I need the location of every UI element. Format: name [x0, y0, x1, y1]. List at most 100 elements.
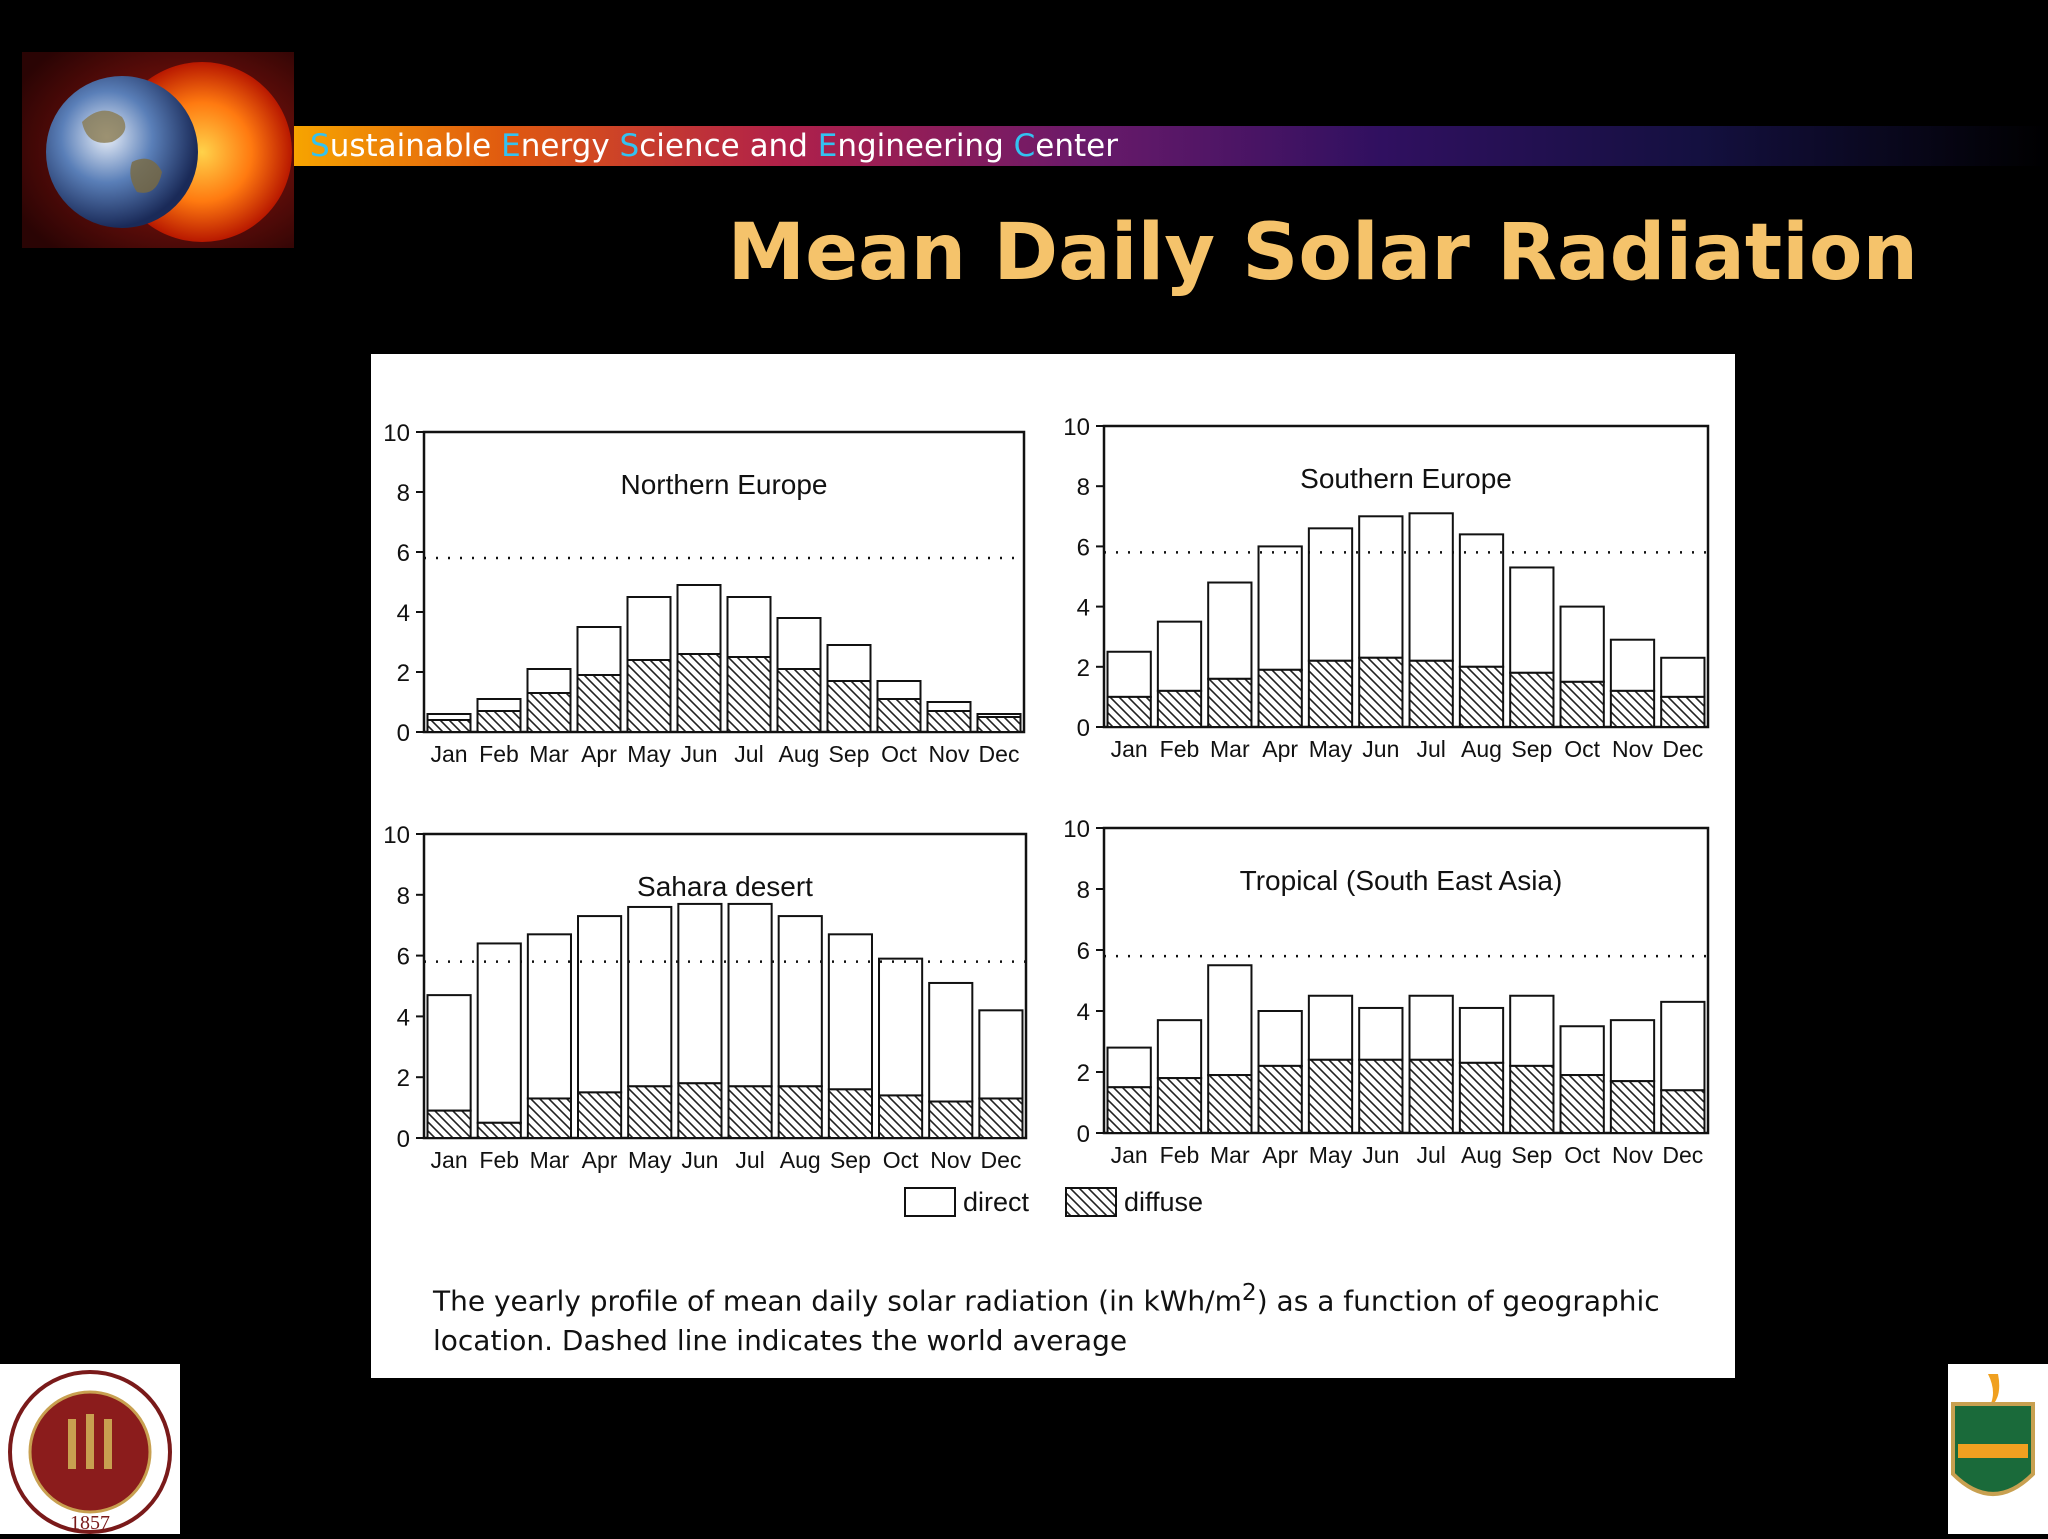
word-energy: nergy: [520, 128, 620, 164]
y-tick-label: 8: [1077, 877, 1090, 904]
legend-direct-swatch: [904, 1187, 956, 1217]
y-tick-label: 0: [1077, 1121, 1090, 1148]
chart-frame: [1102, 424, 1710, 729]
x-tick-label: Aug: [780, 1147, 821, 1173]
bar-diffuse: [1257, 1064, 1303, 1135]
bar-diffuse: [827, 1088, 873, 1139]
bar-diffuse: [777, 1085, 823, 1140]
bar-direct: [1207, 581, 1253, 680]
legend-diffuse-swatch: [1065, 1187, 1117, 1217]
caption-text-after: ) as a function of geographic location. …: [433, 1284, 1660, 1358]
bar-diffuse: [1458, 1061, 1505, 1134]
y-tick-label: 2: [397, 1065, 410, 1092]
x-tick-label: Jan: [1111, 736, 1148, 762]
bar-diffuse: [1660, 695, 1706, 728]
y-tick-label: 6: [1077, 938, 1090, 965]
x-tick-label: Sep: [1511, 736, 1552, 762]
x-tick-label: Sep: [830, 1147, 871, 1173]
chart-figure: 0 2 4 6 8 10 Jan Feb Mar Apr May Jun Jul Aug Sep Oct Nov…: [383, 414, 1710, 1217]
initial-e1: E: [501, 128, 521, 164]
bar-direct: [677, 902, 723, 1085]
bar-direct: [776, 617, 822, 670]
bar-diffuse: [1509, 1064, 1555, 1135]
y-tick-label: 8: [1077, 474, 1090, 501]
bar-diffuse: [876, 698, 922, 733]
x-tick-label: Jul: [735, 1147, 764, 1173]
bar-direct: [777, 915, 823, 1088]
y-tick-label: 4: [1077, 999, 1090, 1026]
y-tick-label: 10: [383, 822, 410, 849]
x-tick-label: Jun: [1362, 1142, 1399, 1168]
initial-s1: S: [310, 128, 330, 164]
x-tick-label: Dec: [980, 1147, 1021, 1173]
bar-direct: [727, 902, 773, 1088]
x-tick-label: Dec: [1662, 1142, 1703, 1168]
bar-direct: [576, 626, 622, 676]
x-tick-label: Feb: [479, 1147, 519, 1173]
word-engineering: ngineering: [837, 128, 1014, 164]
bar-direct: [1660, 1000, 1706, 1092]
chart-title: Southern Europe: [1300, 463, 1512, 494]
bar-direct: [826, 644, 872, 682]
bar-diffuse: [526, 1097, 572, 1139]
bar-direct: [526, 668, 572, 694]
initial-c: C: [1013, 128, 1036, 164]
x-tick-label: Dec: [979, 741, 1020, 767]
chart-frame: [422, 430, 1026, 734]
bar-diffuse: [626, 659, 672, 733]
x-tick-label: Jun: [681, 1147, 718, 1173]
bar-diffuse: [1559, 1074, 1605, 1134]
x-tick-label: Apr: [582, 1147, 618, 1173]
x-tick-label: Apr: [1262, 736, 1298, 762]
x-tick-label: Mar: [530, 1147, 570, 1173]
header-banner: [294, 126, 2048, 166]
bar-direct: [1156, 620, 1203, 692]
bar-direct: [1559, 605, 1605, 683]
x-tick-label: Oct: [881, 741, 917, 767]
y-tick-label: 8: [397, 480, 410, 507]
bar-direct: [1106, 1046, 1152, 1089]
bar-diffuse: [926, 710, 972, 733]
y-tick-label: 10: [383, 420, 410, 447]
y-tick-label: 10: [1063, 414, 1090, 441]
bar-diffuse: [726, 656, 772, 733]
fsu-seal: 1857: [0, 1364, 180, 1534]
bar-direct: [978, 1009, 1024, 1100]
x-tick-label: May: [1309, 736, 1353, 762]
bar-direct: [476, 942, 522, 1124]
bar-direct: [1408, 512, 1454, 662]
bar-direct: [1458, 533, 1505, 668]
bar-direct: [1660, 656, 1706, 698]
x-tick-label: Oct: [883, 1147, 919, 1173]
chart-title: Tropical (South East Asia): [1240, 865, 1563, 896]
y-tick-label: 10: [1063, 816, 1090, 843]
y-tick-label: 4: [397, 600, 410, 627]
bar-diffuse: [776, 668, 822, 733]
famu-logo: [1948, 1364, 2048, 1534]
x-tick-label: May: [627, 741, 671, 767]
x-tick-label: Aug: [1461, 1142, 1502, 1168]
bar-direct: [1458, 1006, 1505, 1064]
y-tick-label: 4: [397, 1004, 410, 1031]
bar-direct: [876, 680, 922, 700]
bar-diffuse: [1156, 1077, 1203, 1134]
bar-diffuse: [476, 1121, 522, 1139]
bar-diffuse: [1156, 689, 1203, 729]
bar-direct: [1106, 650, 1152, 698]
famu-logo-graphic: [1951, 1374, 2035, 1496]
x-tick-label: Nov: [929, 741, 970, 767]
initial-s2: S: [619, 128, 640, 164]
bar-diffuse: [1106, 1086, 1152, 1134]
x-tick-label: Jun: [680, 741, 717, 767]
bar-diffuse: [878, 1094, 924, 1140]
figure-caption: The yearly profile of mean daily solar r…: [433, 1272, 1673, 1361]
bar-diffuse: [826, 680, 872, 733]
y-tick-label: 6: [1077, 534, 1090, 561]
chart-title: Northern Europe: [620, 469, 827, 500]
bar-direct: [726, 596, 772, 658]
y-tick-label: 4: [1077, 595, 1090, 622]
center-name: Sustainable Energy Science and Engineeri…: [310, 126, 1118, 166]
caption-superscript: 2: [1241, 1278, 1257, 1306]
bar-diffuse: [1207, 1074, 1253, 1134]
x-tick-label: Oct: [1564, 736, 1600, 762]
